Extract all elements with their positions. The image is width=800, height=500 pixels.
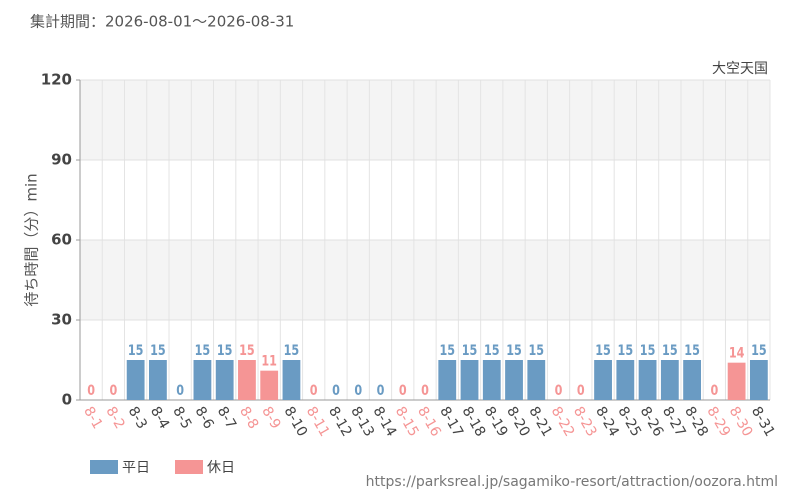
value-label: 15 <box>462 342 478 359</box>
bar <box>238 360 256 400</box>
value-label: 0 <box>577 382 585 399</box>
bar <box>594 360 612 400</box>
y-tick-label: 60 <box>51 231 72 249</box>
value-label: 14 <box>729 344 745 361</box>
value-label: 15 <box>217 342 233 359</box>
bar <box>282 360 301 400</box>
value-label: 0 <box>555 382 563 399</box>
bar <box>260 370 279 400</box>
value-label: 15 <box>439 342 455 359</box>
value-label: 15 <box>150 342 166 359</box>
value-label: 15 <box>662 342 678 359</box>
legend-label: 休日 <box>207 460 235 476</box>
legend-swatch <box>175 460 203 474</box>
value-label: 0 <box>87 382 95 399</box>
value-label: 0 <box>377 382 385 399</box>
x-tick-label: 8-9 <box>258 404 283 432</box>
value-label: 0 <box>421 382 429 399</box>
x-tick-label: 8-3 <box>125 404 150 432</box>
bar <box>616 360 635 400</box>
legend-swatch <box>90 460 118 474</box>
value-label: 0 <box>310 382 318 399</box>
value-label: 15 <box>484 342 500 359</box>
x-tick-label: 8-5 <box>169 404 194 432</box>
legend-label: 平日 <box>122 460 150 476</box>
value-label: 15 <box>284 342 300 359</box>
value-label: 15 <box>506 342 522 359</box>
value-label: 11 <box>261 352 277 369</box>
value-label: 15 <box>128 342 144 359</box>
bar <box>149 360 167 400</box>
bar <box>126 360 145 400</box>
value-label: 0 <box>710 382 718 399</box>
value-label: 15 <box>751 342 767 359</box>
bar <box>638 360 657 400</box>
value-label: 15 <box>529 342 545 359</box>
x-tick-label: 8-7 <box>214 404 239 432</box>
y-tick-label: 30 <box>51 311 72 329</box>
plot-band <box>80 80 770 160</box>
x-tick-label: 8-8 <box>236 404 261 432</box>
y-tick-label: 120 <box>41 71 72 89</box>
value-label: 15 <box>684 342 700 359</box>
value-label: 15 <box>239 342 255 359</box>
bar <box>660 360 679 400</box>
value-label: 0 <box>109 382 117 399</box>
bar <box>505 360 523 400</box>
x-tick-label: 8-6 <box>191 404 216 432</box>
x-tick-label: 8-4 <box>147 404 172 432</box>
bar <box>215 360 234 400</box>
chart-title: 大空天国 <box>712 61 768 77</box>
value-label: 15 <box>618 342 634 359</box>
value-label: 0 <box>399 382 407 399</box>
source-url: https://parksreal.jp/sagamiko-resort/att… <box>366 474 778 490</box>
x-tick-label: 8-31 <box>748 404 778 440</box>
bar <box>683 360 701 400</box>
x-tick-label: 8-1 <box>80 404 105 432</box>
bar <box>482 360 501 400</box>
bar <box>460 360 479 400</box>
bar <box>749 360 768 400</box>
y-tick-label: 0 <box>62 391 72 409</box>
bar <box>193 360 212 400</box>
bar <box>727 362 746 400</box>
value-label: 15 <box>195 342 211 359</box>
y-axis-label: 待ち時間（分）min <box>23 173 41 306</box>
chart-subtitle: 集計期間：2026-08-01～2026-08-31 <box>30 13 294 31</box>
value-label: 0 <box>332 382 340 399</box>
x-tick-label: 8-2 <box>102 404 127 432</box>
value-label: 0 <box>354 382 362 399</box>
y-tick-label: 90 <box>51 151 72 169</box>
bar <box>438 360 457 400</box>
value-label: 0 <box>176 382 184 399</box>
bar <box>527 360 546 400</box>
value-label: 15 <box>640 342 656 359</box>
plot-band <box>80 240 770 320</box>
value-label: 15 <box>595 342 611 359</box>
